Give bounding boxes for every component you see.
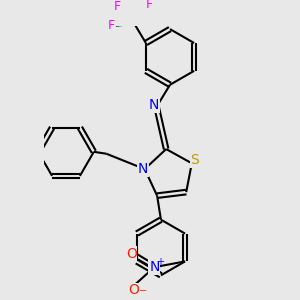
Text: N: N: [149, 260, 160, 274]
Text: F: F: [146, 0, 153, 11]
Text: O: O: [128, 283, 139, 297]
Text: F: F: [113, 0, 121, 13]
Text: −: −: [139, 286, 147, 296]
Text: F: F: [108, 19, 115, 32]
Text: N: N: [138, 162, 148, 176]
Text: N: N: [148, 98, 159, 112]
Text: O: O: [126, 247, 137, 261]
Text: +: +: [156, 257, 164, 267]
Text: S: S: [190, 153, 199, 167]
